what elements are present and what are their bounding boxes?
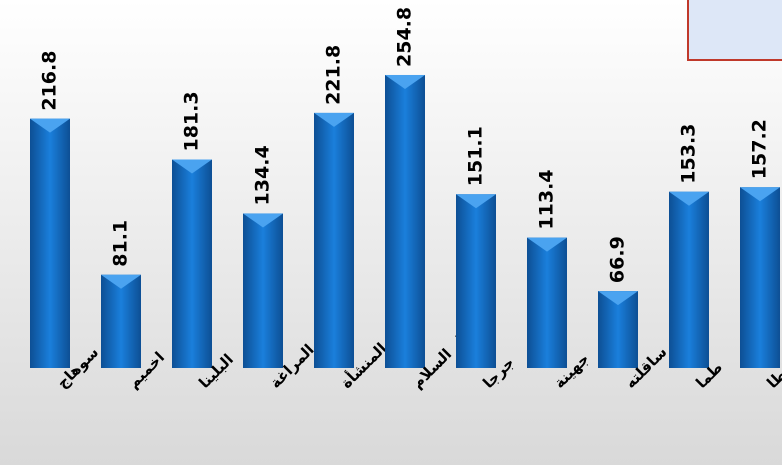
value-label: 181.3 bbox=[181, 91, 203, 151]
value-label: 66.9 bbox=[607, 236, 629, 283]
bar bbox=[30, 118, 70, 369]
value-label: 153.3 bbox=[678, 124, 700, 184]
bar bbox=[172, 159, 212, 368]
bar bbox=[740, 187, 780, 368]
value-label: 113.4 bbox=[536, 169, 558, 229]
bar-cap bbox=[598, 291, 638, 306]
bar-cap bbox=[243, 213, 283, 228]
bar-cap bbox=[740, 187, 780, 202]
bar-cap bbox=[527, 237, 567, 252]
bar bbox=[243, 213, 283, 368]
bar bbox=[314, 112, 354, 369]
value-label: 216.8 bbox=[39, 51, 61, 111]
value-label: 151.1 bbox=[465, 126, 487, 186]
bar-cap bbox=[101, 274, 141, 289]
value-label: 157.2 bbox=[749, 119, 771, 179]
bar bbox=[385, 74, 425, 368]
bar-cap bbox=[314, 112, 354, 127]
value-label: 254.8 bbox=[394, 7, 416, 67]
bar bbox=[527, 237, 567, 368]
bar bbox=[669, 191, 709, 368]
bar bbox=[456, 194, 496, 368]
bar bbox=[101, 274, 141, 368]
bar-cap bbox=[456, 194, 496, 209]
bar-cap bbox=[669, 191, 709, 206]
bar-cap bbox=[385, 74, 425, 89]
legend-box bbox=[687, 0, 782, 61]
value-label: 134.4 bbox=[252, 145, 274, 205]
value-label: 81.1 bbox=[110, 220, 132, 267]
bar-cap bbox=[172, 159, 212, 174]
value-label: 221.8 bbox=[323, 45, 345, 105]
bar-cap bbox=[30, 118, 70, 133]
